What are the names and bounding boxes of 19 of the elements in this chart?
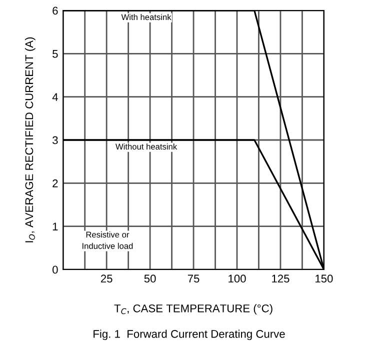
series-label: With heatsink bbox=[121, 14, 172, 20]
text: Fig. 1 Forward Current Derating Curve bbox=[94, 330, 285, 340]
x-tick-label: 100 bbox=[228, 274, 246, 283]
x-tick-label: 75 bbox=[188, 274, 200, 283]
y-tick-label: 3 bbox=[52, 136, 58, 144]
x-tick-label: 125 bbox=[272, 274, 290, 283]
y-tick-label: 5 bbox=[52, 50, 58, 58]
y-tick-label: 6 bbox=[52, 6, 58, 15]
y-tick-label: 0 bbox=[52, 266, 58, 274]
y-tick-label: 2 bbox=[52, 179, 58, 188]
x-tick-label: 25 bbox=[100, 274, 112, 283]
x-tick-label: 150 bbox=[316, 274, 333, 283]
annotation: Resistive or Inductive load bbox=[82, 231, 133, 249]
series-label: Without heatsink bbox=[116, 143, 178, 150]
y-axis-title: I$_{O}$, AVERAGE RECTIFIED CURRENT (A) bbox=[24, 37, 36, 242]
x-tick-label: 50 bbox=[144, 274, 156, 283]
y-tick-label: 1 bbox=[52, 222, 58, 230]
y-tick-label: 4 bbox=[52, 93, 58, 101]
x-axis-title: T$_{C}$, CASE TEMPERATURE (°C) bbox=[114, 304, 272, 315]
